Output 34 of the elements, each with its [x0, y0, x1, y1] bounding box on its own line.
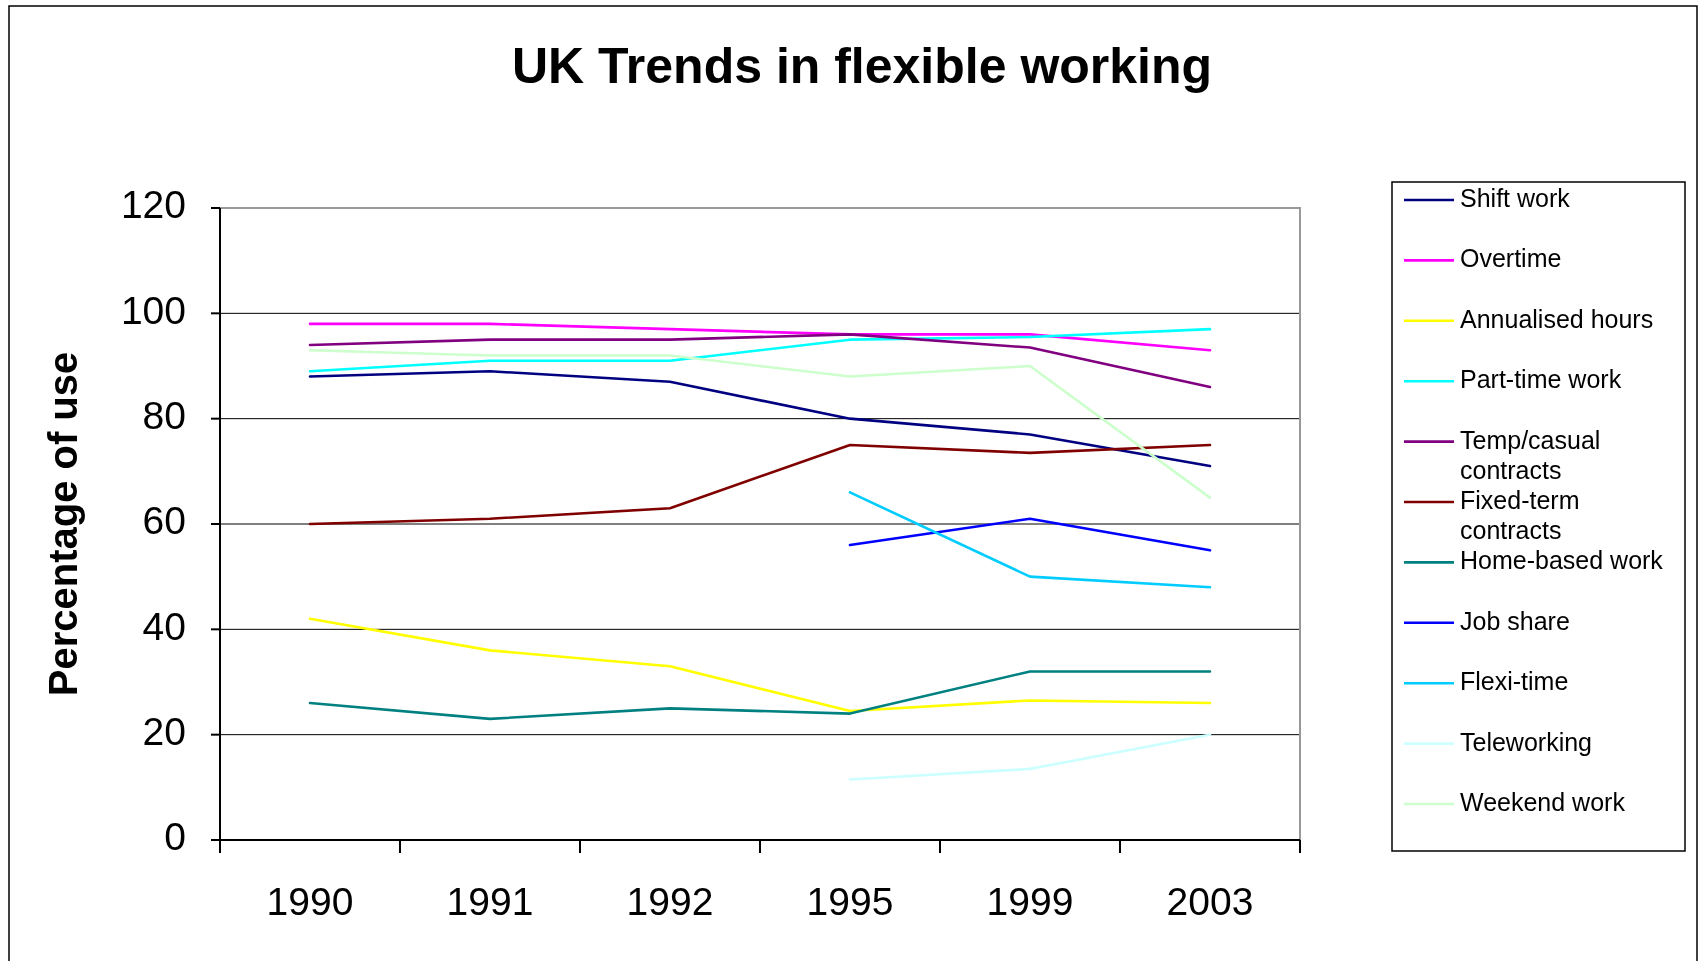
line-series	[308, 327, 1212, 373]
chart-title: UK Trends in flexible working	[511, 38, 1213, 95]
line-series	[308, 322, 1212, 352]
line-series	[308, 443, 1212, 526]
y-axis-title: Percentage of use	[40, 351, 85, 697]
y-tick-label: 20	[142, 709, 186, 753]
x-tick-label: 1992	[626, 880, 714, 924]
x-tick-label: 2003	[1166, 880, 1254, 924]
y-tick-label: 100	[120, 288, 186, 332]
y-tick-label: 60	[142, 499, 186, 543]
legend-label: Teleworking	[1460, 727, 1593, 756]
y-tick-label: 120	[120, 183, 186, 227]
line-series	[308, 333, 1212, 389]
x-tick-label: 1995	[806, 880, 894, 924]
legend-label: Overtime	[1460, 244, 1562, 273]
legend-label: Weekend work	[1460, 787, 1626, 816]
x-tick-label: 1999	[986, 880, 1074, 924]
line-series	[308, 348, 1212, 499]
legend-label: Home-based work	[1460, 546, 1664, 575]
x-tick-label: 1991	[446, 880, 534, 924]
line-series	[308, 369, 1212, 468]
legend-label: Annualised hours	[1460, 304, 1654, 333]
legend-label: Fixed-term contracts	[1460, 485, 1580, 544]
legend-label: Temp/casual contracts	[1460, 425, 1601, 484]
line-series	[308, 617, 1212, 713]
line-series	[308, 670, 1212, 721]
legend-label: Job share	[1460, 606, 1570, 635]
x-tick-label: 1990	[266, 880, 354, 924]
legend-label: Part-time work	[1460, 364, 1622, 393]
legend-label: Shift work	[1460, 183, 1571, 212]
legend-label: Flexi-time	[1460, 666, 1569, 695]
y-tick-label: 40	[142, 604, 186, 648]
y-tick-label: 80	[142, 393, 186, 437]
y-tick-label: 0	[164, 815, 186, 859]
